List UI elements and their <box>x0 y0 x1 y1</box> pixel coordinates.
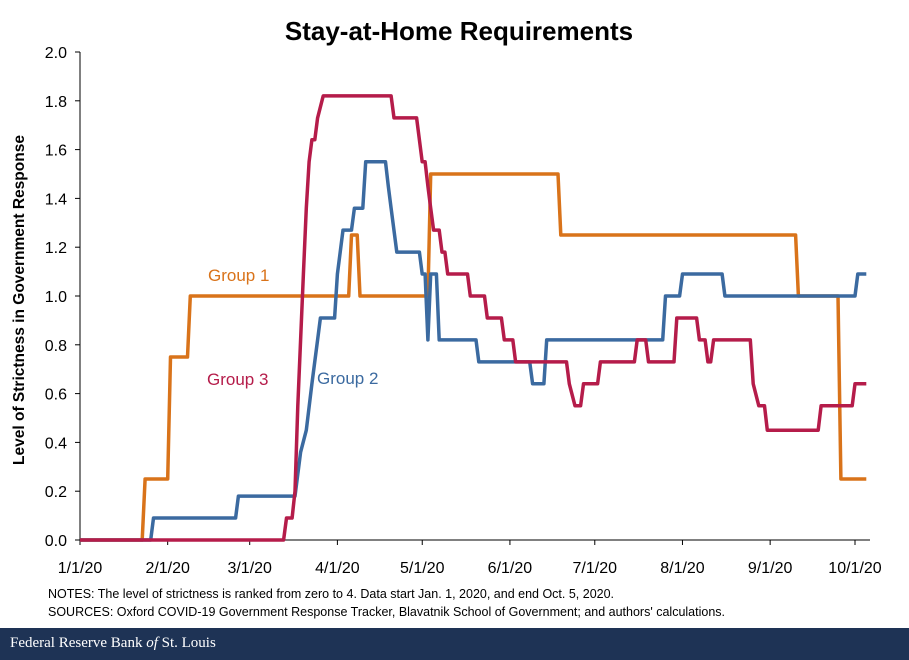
x-tick-label: 1/1/20 <box>58 560 103 577</box>
y-tick-label: 1.6 <box>45 143 67 160</box>
footer-brand: Federal Reserve Bank of St. Louis <box>10 635 216 652</box>
series-lines <box>80 94 867 542</box>
series-label-group-3: Group 3 <box>207 370 268 389</box>
y-tick-label: 0.4 <box>45 435 67 452</box>
notes: NOTES: The level of strictness is ranked… <box>48 585 725 621</box>
footer-brand-prefix: Federal Reserve Bank <box>10 635 147 651</box>
sources-line: SOURCES: Oxford COVID-19 Government Resp… <box>48 605 725 619</box>
y-tick-label: 2.0 <box>45 45 67 62</box>
y-axis-label: Level of Strictness in Government Respon… <box>11 135 28 465</box>
y-tick-label: 0.0 <box>45 533 67 550</box>
series-label-group-1: Group 1 <box>208 266 269 285</box>
x-tick-label: 2/1/20 <box>145 560 190 577</box>
x-tick-label: 3/1/20 <box>227 560 272 577</box>
y-tick-label: 0.8 <box>45 338 67 355</box>
y-tick-label: 1.2 <box>45 240 67 257</box>
x-tick-label: 9/1/20 <box>748 560 793 577</box>
y-tick-label: 1.0 <box>45 289 67 306</box>
y-tick-label: 0.2 <box>45 484 67 501</box>
y-tick-label: 1.4 <box>45 191 67 208</box>
footer-bar: Federal Reserve Bank of St. Louis <box>0 628 909 660</box>
chart: Stay-at-Home Requirements Level of Stric… <box>11 16 882 577</box>
x-tick-label: 5/1/20 <box>400 560 445 577</box>
series-label-group-2: Group 2 <box>317 369 378 388</box>
chart-title: Stay-at-Home Requirements <box>285 16 633 46</box>
x-tick-label: 6/1/20 <box>488 560 533 577</box>
notes-line: NOTES: The level of strictness is ranked… <box>48 587 615 601</box>
series-line-group-2 <box>80 160 867 542</box>
x-tick-label: 8/1/20 <box>660 560 705 577</box>
series-line-group-3 <box>80 94 867 542</box>
y-tick-label: 1.8 <box>45 94 67 111</box>
x-ticks: 1/1/20 2/1/20 3/1/20 4/1/20 5/1/20 6/1/20 7/1/… <box>58 540 882 577</box>
x-tick-label: 4/1/20 <box>315 560 360 577</box>
x-tick-label: 7/1/20 <box>573 560 618 577</box>
x-tick-label: 10/1/20 <box>828 560 881 577</box>
series-line-group-1 <box>80 172 867 542</box>
y-ticks: 0.0 0.2 0.4 0.6 0.8 1.0 1.2 1.4 1.6 1.8 2.0 <box>45 45 80 550</box>
series-labels: Group 1 Group 2 Group 3 <box>207 266 378 389</box>
footer-brand-italic: of <box>146 635 158 651</box>
y-tick-label: 0.6 <box>45 387 67 404</box>
footer-brand-suffix: St. Louis <box>157 635 216 651</box>
